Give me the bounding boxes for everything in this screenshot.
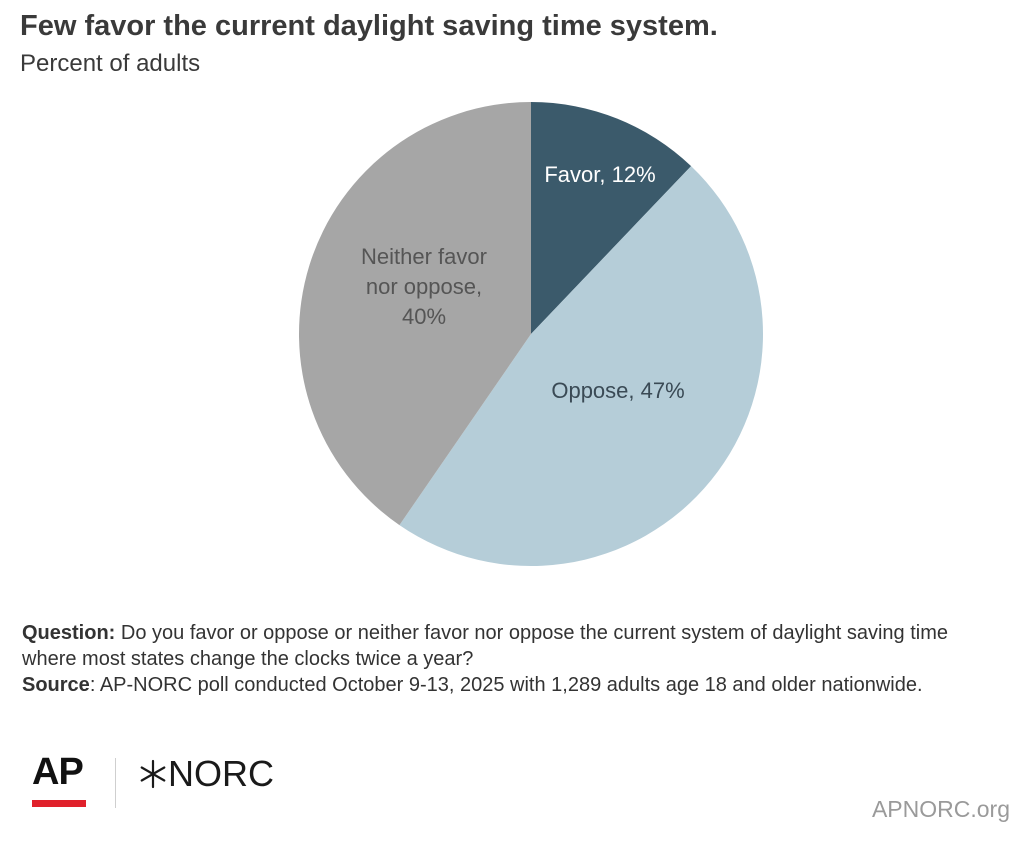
norc-logo-text: NORC: [168, 753, 274, 794]
ap-logo-bar: [32, 800, 86, 807]
logo-divider: [115, 758, 116, 808]
question-text: Do you favor or oppose or neither favor …: [22, 622, 948, 670]
pie-slice-1: [531, 102, 692, 334]
chart-subtitle: Percent of adults: [20, 50, 201, 77]
source-note: Source: AP-NORC poll conducted October 9…: [22, 672, 1002, 698]
source-text: : AP-NORC poll conducted October 9-13, 2…: [89, 674, 923, 696]
slice-label-2: Oppose, 47%: [551, 378, 684, 403]
slice-label-1: Favor, 12%: [544, 162, 655, 187]
chart-notes: Question: Do you favor or oppose or neit…: [22, 620, 1002, 698]
site-url: APNORC.org: [871, 796, 1010, 822]
pie-slice-2: [399, 166, 763, 566]
ap-logo-text: AP: [32, 751, 84, 793]
slice-label-3: Neither favor nor oppose, 40%: [361, 244, 487, 329]
question-label: Question:: [22, 622, 116, 644]
ap-logo: AP: [32, 752, 88, 812]
source-label: Source: [22, 674, 90, 696]
question-note: Question: Do you favor or oppose or neit…: [22, 620, 1002, 672]
chart-title: Few favor the current daylight saving ti…: [20, 10, 718, 42]
pie-chart: Favor, 12% Oppose, 47% Neither favor nor op…: [299, 101, 763, 566]
norc-star-icon: [140, 759, 166, 789]
pie-slice-3: [299, 101, 531, 526]
norc-logo: NORC: [138, 752, 274, 796]
